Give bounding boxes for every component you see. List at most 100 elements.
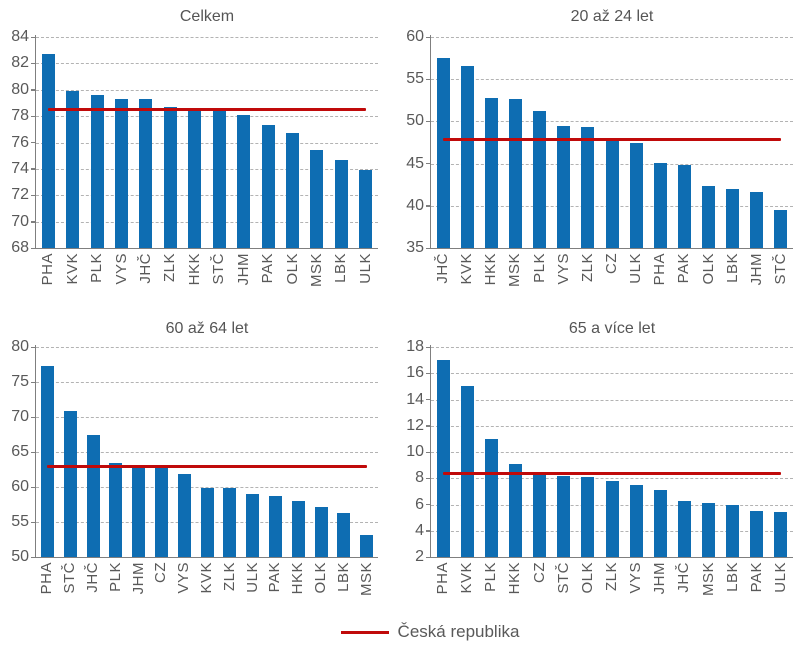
x-tick-label-CZ: CZ (530, 562, 548, 583)
x-tick-label-LBK: LBK (334, 562, 352, 592)
y-axis-tick (31, 346, 36, 348)
y-axis-tick (426, 120, 431, 123)
x-tick-label-STČ: STČ (554, 562, 572, 594)
y-tick-label: 75 (11, 373, 29, 390)
y-axis-tick (31, 416, 36, 418)
x-tick-label-OLK: OLK (312, 562, 329, 594)
bar-VYS (115, 98, 128, 248)
bar-PAK (750, 511, 764, 557)
bar-PLK (109, 462, 123, 557)
x-tick-label-LBK: LBK (332, 253, 350, 283)
y-axis-tick (426, 346, 431, 348)
y-axis-tick (31, 486, 36, 488)
bar-ZLK (163, 106, 177, 248)
x-tick-label-VYS: VYS (112, 253, 130, 285)
x-tick-label-OLK: OLK (578, 562, 596, 594)
x-tick-label-VYS: VYS (175, 562, 193, 594)
x-tick-label-ZLK: ZLK (603, 562, 620, 592)
x-tick-label-PHA: PHA (651, 253, 669, 286)
y-axis-tick (31, 221, 36, 223)
bar-KVK (460, 65, 474, 248)
y-tick-label: 68 (11, 239, 29, 256)
bar-LBK (726, 188, 740, 248)
gridline (36, 417, 378, 418)
bar-PHA (436, 360, 450, 557)
y-axis-tick (31, 89, 36, 91)
y-tick-label: 80 (11, 338, 29, 355)
chart-title: 20 až 24 let (570, 8, 654, 25)
gridline (431, 399, 793, 401)
x-tick-label-MSK: MSK (699, 562, 717, 597)
bar-JHČ (677, 500, 691, 557)
x-tick-label-JHM: JHM (234, 253, 252, 286)
x-tick-label-PLK: PLK (530, 253, 548, 283)
bar-JHM (237, 114, 251, 248)
y-axis-tick (426, 556, 431, 558)
x-tick-label-ULK: ULK (356, 253, 374, 284)
bar-OLK (314, 507, 328, 557)
chart-title: 60 až 64 let (165, 320, 249, 337)
gridline (36, 347, 378, 348)
y-tick-label: 70 (11, 408, 29, 425)
y-axis-tick (31, 142, 36, 144)
x-tick-label-PLK: PLK (88, 253, 106, 283)
bar-PAK (268, 496, 282, 557)
x-tick-label-PAK: PAK (675, 253, 693, 284)
plot-area: 50 55 60 65 70 75 80 PHA STČ JHČ PLK JHM CZ VYS KVK ZLK… (11, 339, 378, 596)
x-tick-label-KVK: KVK (458, 562, 476, 594)
y-axis-line (430, 345, 432, 558)
x-axis-line (35, 556, 378, 558)
bar-PAK (261, 125, 275, 248)
y-axis-line (430, 35, 432, 249)
y-tick-label: 40 (406, 196, 424, 214)
y-axis-tick (426, 399, 431, 401)
plot-area: 35 40 45 50 55 60 JHČ KVK HKK MSK PLK VYS ZLK CZ ULK PH… (406, 29, 793, 287)
bar-ZLK (223, 488, 237, 557)
legend: Česká republika (30, 619, 800, 645)
gridline (36, 168, 378, 170)
gridline (431, 478, 793, 480)
y-tick-label: 10 (406, 443, 424, 460)
bar-PLK (484, 438, 498, 557)
x-tick-label-PHA: PHA (39, 253, 57, 286)
bar-STČ (557, 475, 571, 557)
x-tick-label-PAK: PAK (259, 253, 277, 284)
y-tick-label: 14 (406, 390, 424, 408)
bar-LBK (337, 512, 351, 557)
y-axis-tick (31, 168, 36, 170)
reference-line (48, 108, 366, 112)
x-tick-label-HKK: HKK (289, 562, 307, 595)
y-tick-label: 16 (406, 364, 424, 382)
bar-PHA (40, 365, 54, 557)
y-axis-tick (426, 451, 431, 453)
y-axis-tick (31, 451, 36, 453)
y-axis-line (35, 345, 37, 558)
bar-PLK (533, 111, 547, 248)
y-tick-label: 55 (406, 70, 424, 88)
gridline (36, 452, 378, 453)
chart-title: 65 a více let (568, 320, 656, 337)
gridline (36, 63, 378, 65)
chart-65-a-vice-let: 65 a více let 2 4 6 8 10 12 14 16 18 PHA KVK PLK HKK… (400, 318, 800, 618)
x-axis-line (430, 556, 793, 558)
gridline (431, 425, 793, 427)
bar-VYS (177, 473, 191, 557)
bar-OLK (286, 133, 299, 248)
x-tick-label-JHM: JHM (747, 253, 765, 286)
y-tick-label: 6 (415, 495, 424, 513)
bar-JHM (132, 467, 146, 557)
y-tick-label: 72 (11, 186, 29, 204)
gridline (36, 221, 378, 223)
bar-ULK (774, 512, 788, 557)
y-tick-label: 8 (415, 469, 424, 487)
y-axis-tick (31, 556, 36, 558)
x-tick-label-OLK: OLK (699, 253, 717, 285)
bar-MSK (508, 98, 522, 248)
reference-line (443, 137, 781, 141)
bar-JHM (750, 192, 764, 248)
bar-STČ (63, 411, 77, 557)
x-tick-label-JHČ: JHČ (434, 253, 452, 284)
bar-ULK (359, 170, 373, 248)
x-tick-label-ULK: ULK (771, 562, 789, 593)
gridline (431, 121, 793, 123)
